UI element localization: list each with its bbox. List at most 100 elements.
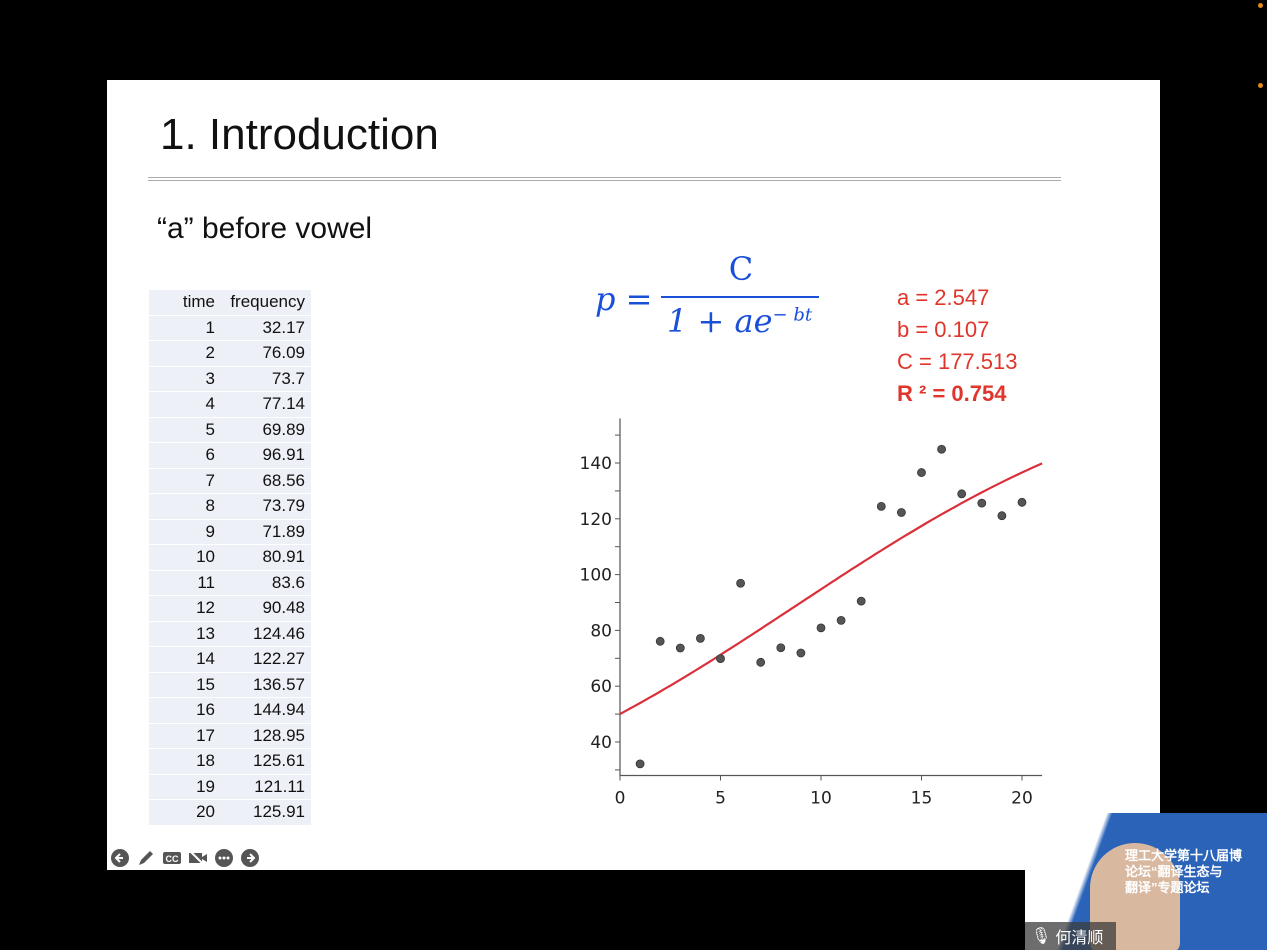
time-cell: 16 [149,697,221,724]
status-dot [1258,3,1263,8]
time-cell: 14 [149,646,221,673]
time-cell: 1 [149,315,221,341]
time-cell: 18 [149,748,221,775]
frequency-cell: 76.09 [221,340,311,367]
table-row: 5 69.89 [149,417,311,443]
next-icon[interactable] [240,848,260,868]
x-tick-label: 0 [615,788,626,808]
frequency-cell: 80.91 [221,544,311,571]
slide-title: 1. Introduction [160,110,439,159]
frequency-cell: 77.14 [221,391,311,418]
participant-name-tag: 🎙 何清顺 [1025,922,1116,950]
time-cell: 12 [149,595,221,622]
formula-denominator: 1 + ae− bt [667,302,813,340]
y-tick-label: 140 [580,454,612,474]
time-cell: 19 [149,774,221,800]
presentation-slide: 1. Introduction “a” before vowel time fre… [107,80,1160,870]
table-row: 20 125.91 [149,799,311,826]
time-cell: 5 [149,417,221,443]
table-row: 15 136.57 [149,672,311,698]
data-point [937,444,946,454]
param-a: a = 2.547 [897,285,990,310]
svg-text:CC: CC [166,854,179,864]
time-cell: 8 [149,493,221,520]
time-cell: 9 [149,519,221,545]
previous-icon[interactable] [110,848,130,868]
slide-toolbar: CC [110,848,260,868]
x-tick-label: 5 [715,788,726,808]
data-point [917,468,926,477]
frequency-cell: 73.79 [221,493,311,520]
table-row: time frequency [149,290,311,316]
table-row: 17 128.95 [149,723,311,749]
time-cell: 3 [149,366,221,392]
data-point [635,759,645,769]
frequency-cell: 83.6 [221,570,311,596]
frequency-cell: 136.57 [221,672,311,698]
data-point [796,648,806,658]
formula-numerator: C [728,250,754,288]
x-tick-label: 20 [1011,788,1033,808]
table-row: 7 68.56 [149,468,311,494]
table-row: 1 32.17 [149,315,311,341]
time-cell: 13 [149,621,221,647]
table-row: 11 83.6 [149,570,311,596]
data-point [836,615,846,625]
pen-icon[interactable] [136,848,156,868]
data-point [977,498,987,508]
status-dot [1258,83,1263,88]
frequency-cell: 121.11 [221,774,311,800]
microphone-icon: 🎙 [1031,928,1052,945]
data-point [655,636,665,646]
fit-curve [619,462,1043,715]
frequency-cell: 125.61 [221,748,311,775]
y-tick-label: 120 [580,510,612,530]
frequency-cell: 144.94 [221,697,311,724]
y-tick-label: 80 [590,621,612,641]
data-point [776,643,786,653]
data-point [756,657,766,667]
frequency-cell: 96.91 [221,442,311,469]
table-row: 12 90.48 [149,595,311,622]
frequency-cell: 69.89 [221,417,311,443]
participant-name: 何清顺 [1055,930,1104,947]
y-tick-label: 100 [580,566,612,586]
table-row: 8 73.79 [149,493,311,520]
frequency-cell: 125.91 [221,799,311,826]
time-cell: 6 [149,442,221,469]
time-cell: 4 [149,391,221,418]
participant-video[interactable]: 理工大学第十八届博 论坛“翻译生态与 翻译”专题论坛 🎙 何清顺 [1025,813,1267,950]
data-point [876,501,886,511]
param-b: b = 0.107 [897,317,990,342]
table-row: 18 125.61 [149,748,311,775]
table-row: 19 121.11 [149,774,311,800]
scatter-chart: 40 60 80 100 120 140 0 5 10 15 20 [580,418,1043,808]
divider [148,177,1061,178]
table-row: 10 80.91 [149,544,311,571]
time-cell: 7 [149,468,221,494]
table-row: 9 71.89 [149,519,311,545]
table-row: 4 77.14 [149,391,311,418]
frequency-cell: 90.48 [221,595,311,622]
data-point [696,633,705,643]
frequency-cell: 128.95 [221,723,311,749]
more-icon[interactable] [214,848,234,868]
video-off-icon[interactable] [188,848,208,868]
time-cell: 2 [149,340,221,367]
time-cell: 17 [149,723,221,749]
data-point [1017,497,1027,507]
cc-icon[interactable]: CC [162,848,182,868]
frequency-cell: 71.89 [221,519,311,545]
frequency-cell: 124.46 [221,621,311,647]
frequency-cell: 32.17 [221,315,311,341]
data-point [856,596,866,606]
x-tick-label: 10 [810,788,832,808]
frequency-cell: 73.7 [221,366,311,392]
table-row: 13 124.46 [149,621,311,647]
data-point [716,654,725,664]
fraction-bar [661,296,819,298]
data-point [897,508,906,517]
divider [148,180,1061,181]
y-tick-label: 40 [590,733,612,753]
data-point [675,643,685,653]
